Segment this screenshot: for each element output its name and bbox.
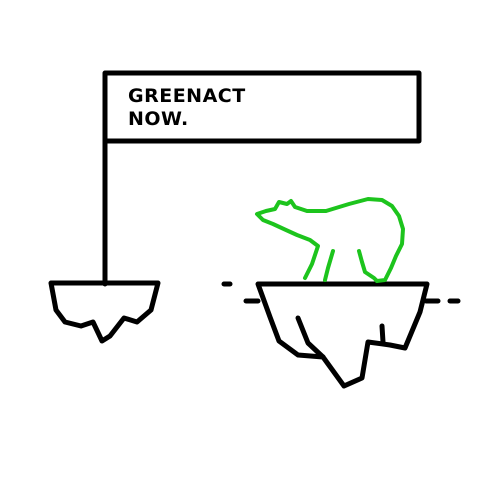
iceberg-crack-right (379, 323, 386, 345)
bear-back-leg (357, 249, 379, 283)
bear-front-leg (323, 249, 335, 282)
sign-line-2: NOW. (128, 108, 189, 130)
small-iceberg-icon (48, 280, 161, 344)
large-iceberg-icon (255, 281, 430, 389)
sign-line-1: GREENACT (128, 85, 246, 107)
iceberg-crack-left (295, 315, 326, 360)
bear-outline (255, 197, 405, 283)
sign-board (102, 70, 422, 144)
sign-text: GREENACT NOW. (128, 85, 246, 131)
polar-bear-icon (255, 197, 405, 283)
